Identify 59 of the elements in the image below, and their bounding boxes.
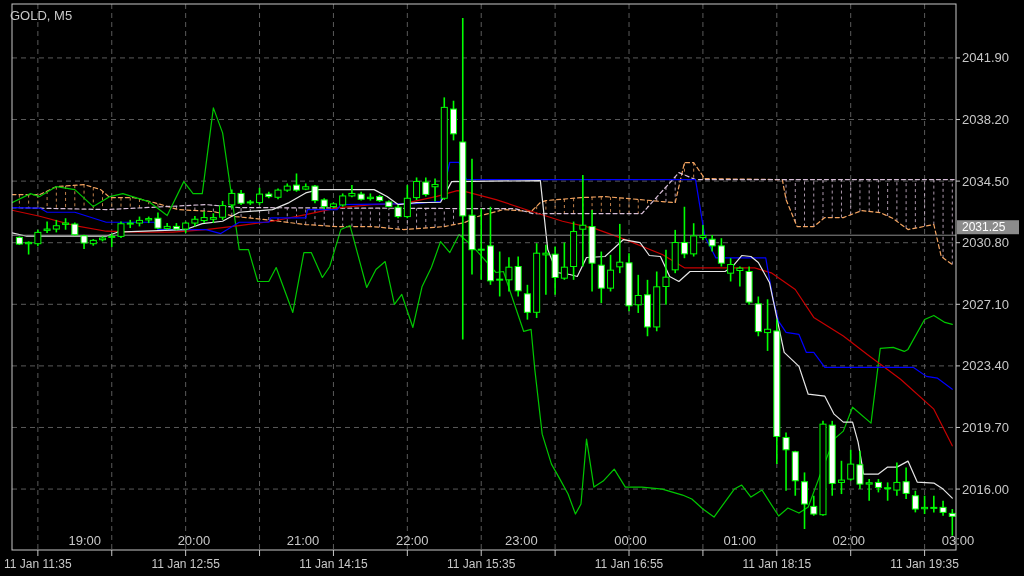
candlestick	[865, 478, 873, 502]
x2-tick-label: 02:00	[832, 533, 866, 548]
y-tick-label: 2034.50	[962, 173, 1009, 189]
y-tick-label: 2038.20	[962, 112, 1009, 128]
candlestick	[431, 177, 439, 203]
y-tick-label: 2041.90	[962, 50, 1009, 66]
y-tick-label: 2019.70	[962, 420, 1009, 436]
candlestick	[560, 241, 568, 281]
x2-tick-label: 01:00	[723, 533, 756, 548]
candlestick	[505, 256, 513, 293]
x2-tick-label: 19:00	[68, 533, 102, 548]
candlestick	[607, 254, 615, 293]
candlestick	[921, 494, 929, 515]
chart-title: GOLD, M5	[10, 8, 73, 23]
candlestick	[311, 184, 319, 205]
x2-tick-label: 21:00	[286, 533, 320, 548]
candlestick	[413, 176, 421, 201]
candlestick	[782, 431, 790, 492]
ref-line-label: 2031.25	[962, 220, 1006, 235]
x2-tick-label: 22:00	[395, 533, 429, 548]
x-tick-label: 11 Jan 18:15	[742, 557, 812, 571]
x-tick-label: 11 Jan 11:35	[4, 557, 72, 571]
y-tick-label: 2016.00	[962, 481, 1009, 497]
candlestick	[727, 257, 735, 283]
candlestick	[699, 224, 707, 241]
candlestick	[884, 481, 892, 502]
x-tick-label: 11 Jan 12:55	[151, 557, 221, 571]
candlestick	[911, 489, 919, 514]
candlestick	[292, 172, 300, 193]
candlestick	[690, 222, 698, 258]
candlestick	[597, 250, 605, 304]
candlestick	[847, 448, 855, 482]
x2-tick-label: 23:00	[505, 533, 538, 548]
y-tick-label: 2030.80	[962, 235, 1009, 251]
x2-tick-label: 03:00	[941, 533, 975, 548]
candlestick	[856, 449, 864, 490]
candlestick	[496, 250, 504, 298]
candlestick	[930, 494, 938, 514]
candlestick	[736, 265, 744, 288]
candlestick	[810, 494, 818, 517]
candlestick	[801, 471, 809, 530]
x2-tick-label: 20:00	[177, 533, 211, 548]
x2-tick-label: 00:00	[614, 533, 647, 548]
candlestick	[662, 249, 670, 306]
candlestick	[764, 298, 772, 352]
x-tick-label: 11 Jan 16:55	[594, 557, 664, 571]
candlestick	[108, 232, 116, 248]
candlestick	[634, 274, 642, 314]
candlestick	[837, 459, 845, 495]
x-tick-label: 11 Jan 14:15	[299, 557, 369, 571]
candlestick	[422, 176, 430, 198]
candlestick	[616, 223, 624, 274]
candlestick	[680, 205, 688, 259]
candlestick	[523, 284, 531, 321]
y-tick-label: 2023.40	[962, 358, 1009, 374]
candlestick	[717, 237, 725, 268]
x-tick-label: 11 Jan 19:35	[890, 557, 960, 571]
y-tick-label: 2027.10	[962, 296, 1009, 312]
x-tick-label: 11 Jan 15:35	[446, 557, 516, 571]
